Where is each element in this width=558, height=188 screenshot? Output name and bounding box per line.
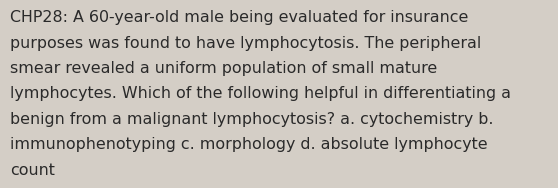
Text: benign from a malignant lymphocytosis? a. cytochemistry b.: benign from a malignant lymphocytosis? a… — [10, 112, 493, 127]
Text: CHP28: A 60-year-old male being evaluated for insurance: CHP28: A 60-year-old male being evaluate… — [10, 10, 468, 25]
Text: count: count — [10, 163, 55, 178]
Text: smear revealed a uniform population of small mature: smear revealed a uniform population of s… — [10, 61, 437, 76]
Text: lymphocytes. Which of the following helpful in differentiating a: lymphocytes. Which of the following help… — [10, 86, 511, 102]
Text: immunophenotyping c. morphology d. absolute lymphocyte: immunophenotyping c. morphology d. absol… — [10, 137, 488, 152]
Text: purposes was found to have lymphocytosis. The peripheral: purposes was found to have lymphocytosis… — [10, 36, 482, 51]
